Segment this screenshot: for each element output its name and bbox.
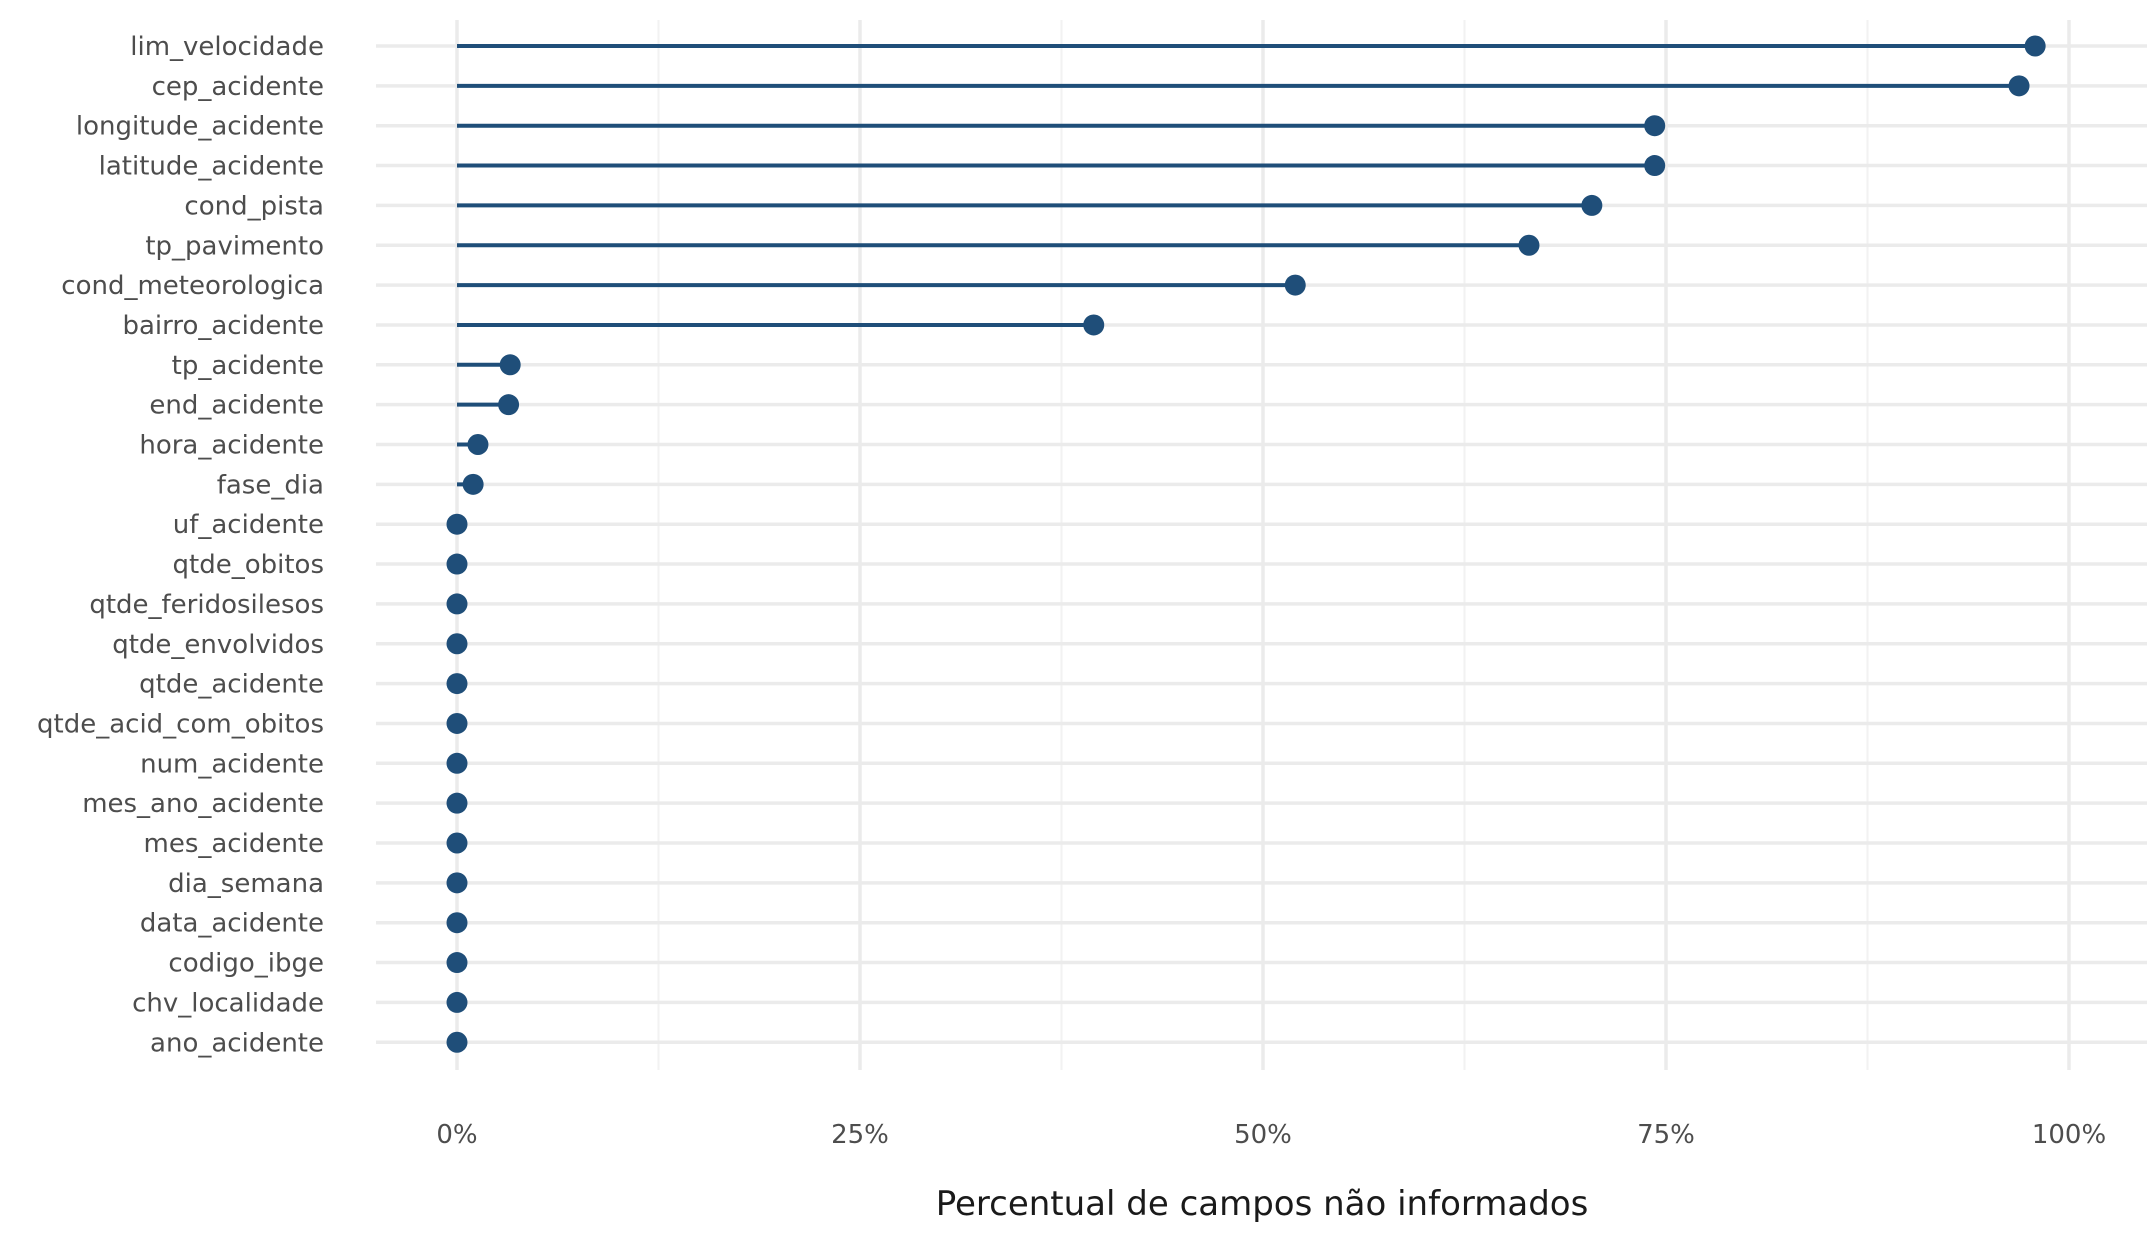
lollipop-point: [1083, 314, 1105, 336]
category-label: lim_velocidade: [130, 32, 324, 62]
category-label: num_acidente: [140, 749, 324, 779]
lollipop-point: [446, 1031, 468, 1053]
category-label: latitude_acidente: [99, 152, 324, 182]
category-label: longitude_acidente: [76, 112, 324, 142]
category-label: codigo_ibge: [168, 949, 324, 979]
lollipop-point: [1284, 274, 1306, 296]
lollipop-point: [499, 354, 521, 376]
category-label: qtde_envolvidos: [112, 630, 324, 660]
lollipop-point: [446, 712, 468, 734]
lollipop-point: [446, 513, 468, 535]
chart-marks: [446, 35, 2046, 1053]
category-label: qtde_obitos: [173, 550, 324, 580]
lollipop-point: [2008, 75, 2030, 97]
category-label: uf_acidente: [173, 510, 324, 540]
lollipop-point: [1581, 194, 1603, 216]
x-tick-label: 75%: [1637, 1120, 1695, 1150]
x-axis-ticks: 0% 25% 50% 75% 100%: [436, 1120, 2106, 1150]
category-label: cond_meteorologica: [61, 271, 324, 301]
lollipop-point: [462, 473, 484, 495]
lollipop-point: [446, 832, 468, 854]
x-tick-label: 25%: [831, 1120, 889, 1150]
x-tick-label: 0%: [436, 1120, 477, 1150]
category-label: hora_acidente: [139, 431, 324, 461]
category-label: tp_acidente: [172, 351, 324, 381]
lollipop-point: [446, 872, 468, 894]
category-label: bairro_acidente: [122, 311, 324, 341]
category-label: tp_pavimento: [145, 231, 324, 261]
lollipop-point: [1518, 234, 1540, 256]
x-tick-label: 100%: [2032, 1120, 2106, 1150]
category-label: mes_ano_acidente: [82, 789, 324, 819]
category-label: end_acidente: [149, 391, 324, 421]
lollipop-point: [1644, 115, 1666, 137]
lollipop-point: [498, 394, 520, 416]
lollipop-point: [446, 991, 468, 1013]
category-label: cep_acidente: [152, 72, 324, 102]
lollipop-point: [446, 553, 468, 575]
category-label: mes_acidente: [144, 829, 325, 859]
lollipop-point: [446, 952, 468, 974]
category-label: chv_localidade: [132, 988, 324, 1018]
x-axis-title: Percentual de campos não informados: [936, 1184, 1589, 1224]
lollipop-point: [446, 593, 468, 615]
category-label: dia_semana: [168, 869, 324, 899]
category-label: qtde_feridosilesos: [89, 590, 324, 620]
lollipop-point: [446, 792, 468, 814]
category-label: fase_dia: [217, 470, 324, 500]
lollipop-point: [446, 752, 468, 774]
category-label: qtde_acid_com_obitos: [37, 709, 324, 739]
category-label: data_acidente: [140, 909, 324, 939]
lollipop-point: [467, 434, 489, 455]
lollipop-point: [446, 673, 468, 695]
category-label: cond_pista: [184, 191, 324, 221]
lollipop-point: [446, 912, 468, 934]
category-label: ano_acidente: [150, 1028, 324, 1058]
x-tick-label: 50%: [1234, 1120, 1292, 1150]
category-label: qtde_acidente: [139, 670, 324, 700]
lollipop-point: [446, 633, 468, 655]
lollipop-point: [2024, 35, 2046, 57]
grid: [376, 20, 2147, 1070]
lollipop-point: [1644, 155, 1666, 177]
category-labels: lim_velocidade cep_acidente longitude_acid…: [37, 32, 324, 1058]
